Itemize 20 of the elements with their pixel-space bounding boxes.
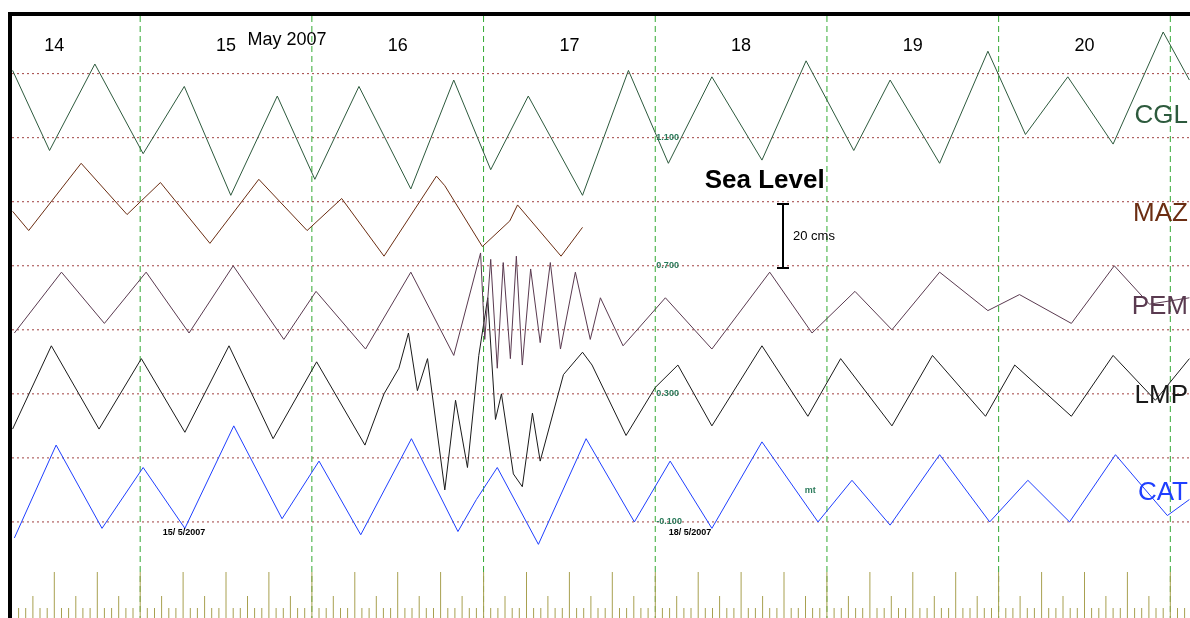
y-axis-title: mt: [804, 484, 816, 495]
y-tick-label: 0.300: [656, 387, 679, 398]
series-label: PEM: [1131, 290, 1188, 321]
text: MAZ: [1133, 196, 1189, 227]
y-tick-label: -0.100: [656, 515, 682, 526]
y-tick-label: 1.100: [656, 131, 679, 142]
annotation: 15/ 5/2007: [162, 527, 206, 538]
annotation: May 2007: [247, 28, 327, 49]
annotation: 18/ 5/2007: [668, 527, 712, 538]
x-tick-label: 18: [731, 34, 752, 55]
annotation: 20 cms: [793, 227, 836, 243]
x-tick-label: 15: [216, 34, 237, 55]
x-tick-label: 17: [559, 34, 580, 55]
text: Sea Level: [704, 164, 825, 195]
x-tick-label: 14: [44, 34, 65, 55]
y-tick-label: 0.700: [656, 259, 679, 270]
series-label: CGL: [1134, 99, 1188, 130]
x-tick-label: 16: [387, 34, 408, 55]
x-tick-label: 20: [1074, 34, 1095, 55]
x-tick-label: 19: [902, 34, 923, 55]
